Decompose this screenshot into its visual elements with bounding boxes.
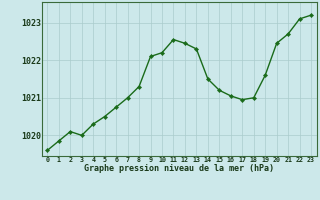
X-axis label: Graphe pression niveau de la mer (hPa): Graphe pression niveau de la mer (hPa) [84, 164, 274, 173]
